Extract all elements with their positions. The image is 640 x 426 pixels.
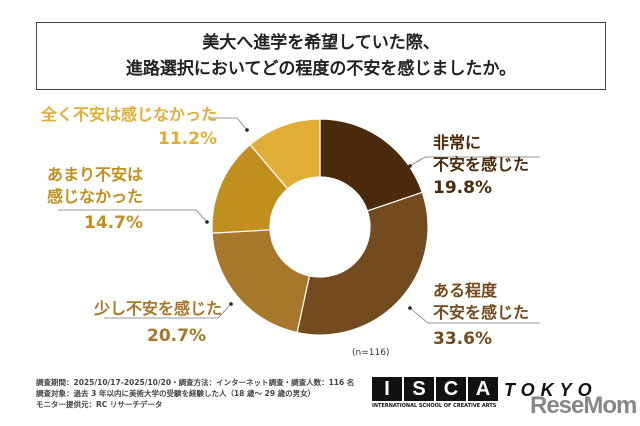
- title-line-1: 美大へ進学を希望していた際、: [202, 33, 440, 53]
- isca-subtitle: INTERNATIONAL SCHOOL OF CREATIVE ARTS: [372, 403, 497, 409]
- resemom-watermark: ReseMom: [530, 392, 637, 419]
- pct-slightly-anxious: 20.7%: [147, 326, 206, 346]
- pct-very-anxious: 19.8%: [433, 178, 492, 198]
- label-somewhat-anxious: ある程度 不安を感じた: [433, 281, 530, 322]
- pct-not-very-anxious: 14.7%: [84, 213, 143, 233]
- leader-dot: [408, 164, 412, 168]
- leader-line: [58, 209, 208, 223]
- pct-somewhat-anxious: 33.6%: [433, 329, 492, 349]
- title-line-2: 進路選択においてどの程度の不安を感じましたか。: [125, 59, 517, 79]
- leader-line: [409, 307, 540, 324]
- sample-size: (n=116): [352, 348, 390, 358]
- label-slightly-anxious: 少し不安を感じた: [93, 299, 222, 318]
- leader-line: [409, 156, 540, 167]
- donut-slice: [296, 191, 429, 336]
- label-very-anxious: 非常に 不安を感じた: [433, 133, 530, 174]
- label-not-anxious-at-all: 全く不安は感じなかった: [40, 105, 217, 124]
- tokyo-logo-text: TOKYO: [504, 380, 598, 400]
- footnote: 調査期間：2025/10/17-2025/10/20・調査方法：インターネット調…: [36, 378, 355, 409]
- donut-slice: [211, 229, 311, 334]
- leader-line: [104, 303, 232, 319]
- label-not-very-anxious: あまり不安は 感じなかった: [46, 165, 143, 206]
- title-box: 美大へ進学を希望していた際、 進路選択においてどの程度の不安を感じましたか。: [36, 22, 606, 90]
- pct-not-anxious-at-all: 11.2%: [158, 129, 217, 149]
- leader-dot: [229, 302, 233, 306]
- donut-slice: [319, 118, 424, 212]
- donut-slice: [249, 118, 321, 190]
- leader-dot: [245, 128, 249, 132]
- leader-dot: [408, 306, 412, 310]
- leader-line: [210, 117, 248, 131]
- leader-dot: [205, 220, 209, 224]
